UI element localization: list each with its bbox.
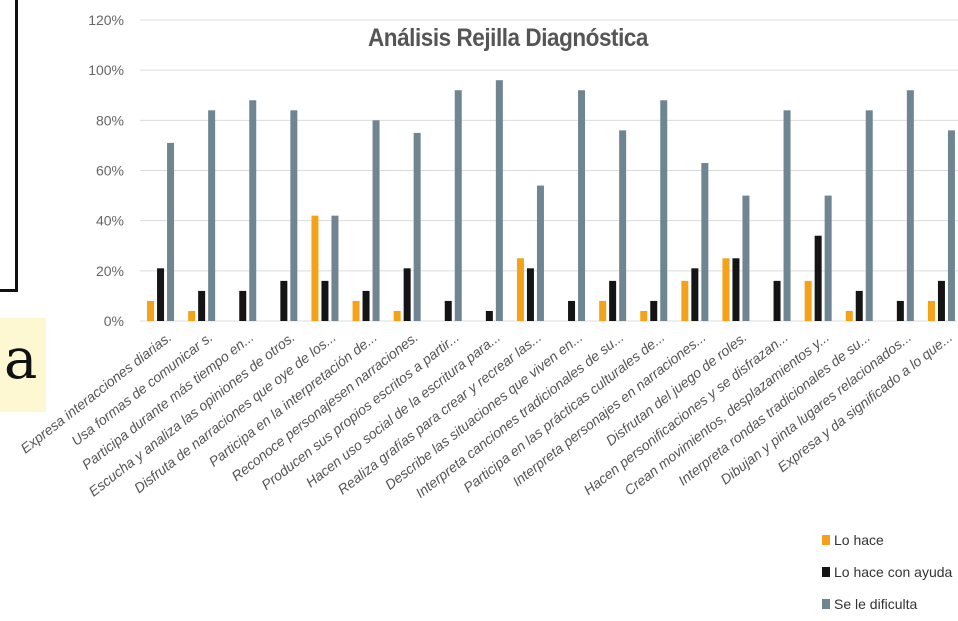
bar-3-11 bbox=[578, 90, 586, 321]
legend-swatch bbox=[822, 535, 830, 545]
bar-1-15 bbox=[722, 258, 730, 321]
text-fragment: a bbox=[4, 327, 38, 392]
bar-2-10 bbox=[526, 268, 534, 321]
bar-1-20 bbox=[927, 300, 935, 321]
bar-1-1 bbox=[147, 300, 155, 321]
bars bbox=[147, 80, 955, 322]
bar-3-3 bbox=[249, 100, 257, 322]
bar-3-17 bbox=[824, 195, 832, 321]
bar-2-14 bbox=[691, 268, 699, 321]
bar-3-6 bbox=[372, 120, 380, 321]
legend-swatch bbox=[822, 567, 830, 577]
bar-2-9 bbox=[485, 310, 493, 321]
bar-2-4 bbox=[280, 280, 288, 321]
bar-3-1 bbox=[167, 142, 175, 321]
bar-1-12 bbox=[599, 300, 607, 321]
text-fragment-box: a bbox=[0, 318, 46, 412]
legend-label: Se le dificulta bbox=[834, 596, 917, 612]
bar-1-2 bbox=[188, 310, 196, 321]
bar-1-5 bbox=[311, 215, 319, 321]
bar-3-14 bbox=[701, 162, 709, 321]
bar-1-10 bbox=[516, 258, 524, 321]
bar-3-18 bbox=[865, 110, 873, 321]
bar-3-2 bbox=[208, 110, 216, 321]
bar-3-4 bbox=[290, 110, 298, 321]
bar-2-5 bbox=[321, 280, 329, 321]
bar-3-13 bbox=[660, 100, 668, 322]
bar-3-9 bbox=[495, 80, 503, 321]
bar-3-8 bbox=[454, 90, 462, 321]
legend-label: Lo hace con ayuda bbox=[834, 564, 953, 580]
legend-swatch bbox=[822, 599, 830, 609]
chart-title: Análisis Rejilla Diagnóstica bbox=[368, 24, 649, 52]
bar-2-16 bbox=[773, 280, 781, 321]
legend-label: Lo hace bbox=[834, 532, 884, 548]
bar-2-11 bbox=[568, 300, 576, 321]
bar-3-10 bbox=[536, 185, 544, 321]
bar-2-13 bbox=[650, 300, 658, 321]
y-tick-label: 20% bbox=[96, 263, 124, 279]
bar-2-2 bbox=[198, 290, 206, 321]
bar-2-19 bbox=[896, 300, 904, 321]
bar-1-14 bbox=[681, 280, 689, 321]
y-tick-label: 120% bbox=[88, 12, 124, 28]
bar-3-12 bbox=[619, 130, 627, 321]
grid-lines bbox=[140, 19, 958, 322]
left-panel-frame bbox=[0, 0, 18, 292]
legend: Lo hace Lo hace con ayuda Se le dificulta bbox=[822, 532, 953, 612]
y-tick-label: 80% bbox=[96, 112, 124, 128]
bar-3-7 bbox=[413, 132, 421, 321]
bar-1-6 bbox=[352, 300, 360, 321]
bar-2-7 bbox=[403, 268, 411, 321]
bar-2-3 bbox=[239, 290, 247, 321]
y-tick-label: 40% bbox=[96, 213, 124, 229]
bar-2-20 bbox=[937, 280, 945, 321]
y-tick-label: 0% bbox=[104, 313, 124, 329]
bar-2-17 bbox=[814, 235, 822, 321]
bar-2-8 bbox=[444, 300, 452, 321]
bar-3-5 bbox=[331, 215, 339, 321]
bar-3-16 bbox=[783, 110, 791, 321]
bar-3-19 bbox=[906, 90, 914, 321]
bar-1-13 bbox=[640, 310, 648, 321]
bar-3-20 bbox=[947, 130, 955, 321]
x-axis-labels: Expresa interacciones diarias.Usa formas… bbox=[17, 329, 955, 501]
bar-2-15 bbox=[732, 258, 740, 321]
bar-3-15 bbox=[742, 195, 750, 321]
bar-2-18 bbox=[855, 290, 863, 321]
bar-1-17 bbox=[804, 280, 812, 321]
bar-1-18 bbox=[845, 310, 853, 321]
y-tick-label: 100% bbox=[88, 62, 124, 78]
y-axis-ticks: 0% 20% 40% 60% 80% 100% 120% bbox=[88, 12, 124, 329]
bar-2-6 bbox=[362, 290, 370, 321]
bar-1-7 bbox=[393, 310, 401, 321]
bar-2-12 bbox=[609, 280, 617, 321]
bar-2-1 bbox=[157, 268, 165, 321]
y-tick-label: 60% bbox=[96, 163, 124, 179]
